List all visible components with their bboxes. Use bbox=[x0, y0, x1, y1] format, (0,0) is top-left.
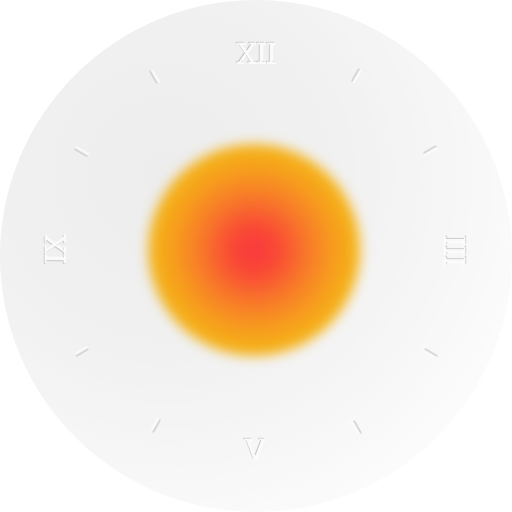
numeral-nine: IX bbox=[39, 235, 72, 265]
numeral-six: V bbox=[244, 433, 264, 466]
numeral-twelve: XII bbox=[236, 37, 276, 70]
numeral-three: III bbox=[438, 234, 471, 266]
center-glow bbox=[148, 144, 360, 356]
